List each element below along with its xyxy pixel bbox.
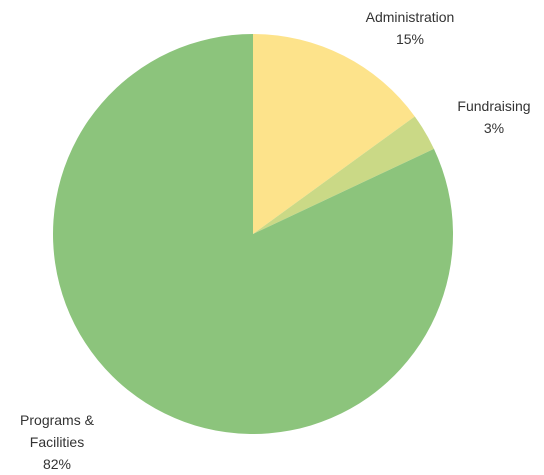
slice-label-programs-facilities: Programs & Facilities 82% (20, 412, 95, 472)
pie-labels: Administration 15% Fundraising 3% Programs &… (20, 9, 531, 472)
slice-name-text: Programs & (20, 412, 95, 428)
slice-label-fundraising: Fundraising 3% (457, 98, 530, 136)
pie-slices (53, 34, 454, 434)
slice-name-text: Facilities (30, 434, 84, 450)
pie-slice-programs-facilities (53, 34, 454, 434)
slice-name-text: Fundraising (457, 98, 530, 114)
slice-label-administration: Administration 15% (366, 9, 455, 47)
slice-percent-text: 3% (484, 120, 504, 136)
slice-percent-text: 15% (396, 31, 424, 47)
slice-percent-text: 82% (43, 456, 71, 472)
pie-slice-fundraising (253, 116, 434, 234)
slice-name-text: Administration (366, 9, 455, 25)
pie-slice-administration (253, 34, 415, 234)
